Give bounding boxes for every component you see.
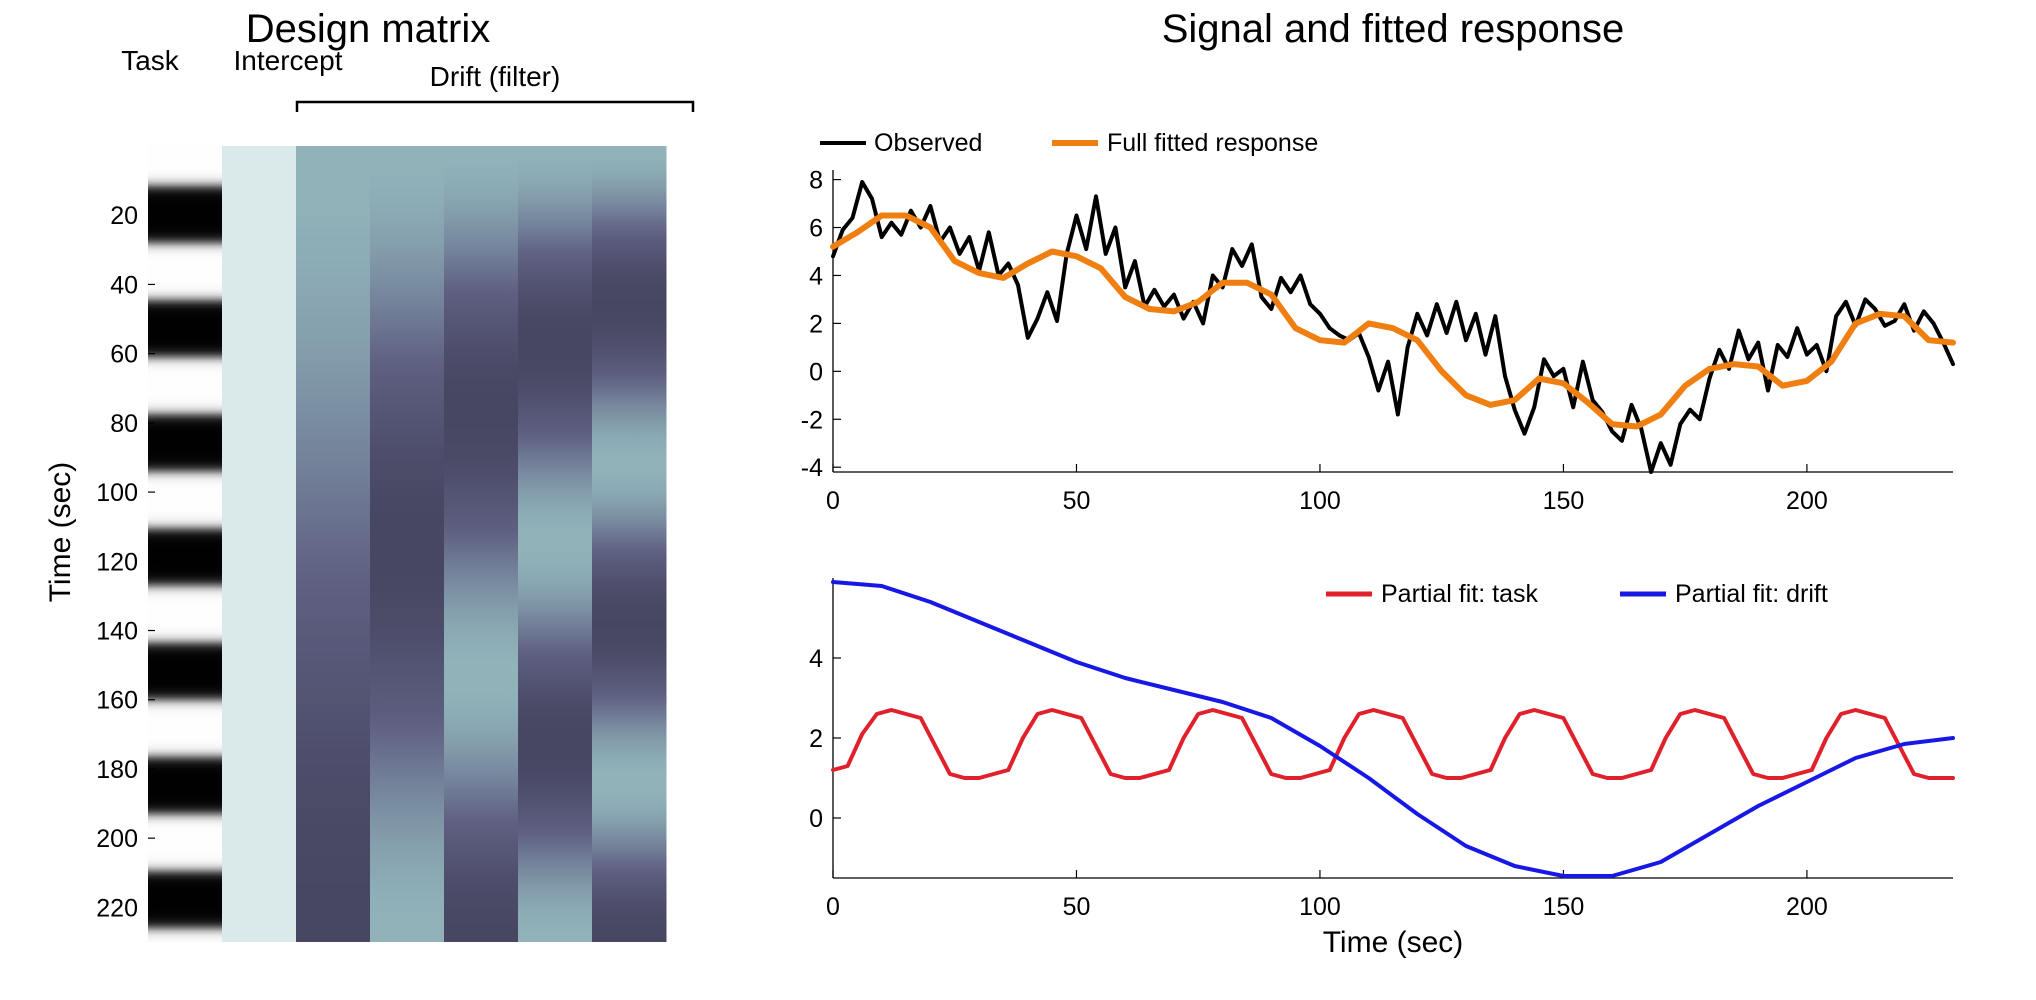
bottom-plot-lines — [831, 580, 1955, 878]
heatmap-y-tick-label: 20 — [110, 202, 138, 230]
heatmap-columns — [148, 146, 667, 942]
drift-bracket — [295, 100, 695, 112]
top-plot-axes: 0 50 100 150 200 -4 -2 0 2 4 6 8 — [801, 167, 1953, 515]
heatmap-column-drift-4 — [518, 146, 593, 942]
bottom-plot-y-tick-label: 2 — [809, 725, 823, 753]
design-matrix-title: Design matrix — [246, 7, 491, 51]
bottom-plot-series-partial-fit-drift — [831, 580, 1955, 878]
top-plot-y-tick-label: 2 — [809, 310, 823, 338]
top-plot-series-full-fitted-response — [830, 212, 1956, 430]
bottom-legend: Partial fit: task Partial fit: drift — [1326, 580, 1828, 608]
bottom-plot-y-tick-label: 0 — [809, 805, 823, 833]
column-label-task: Task — [121, 45, 180, 76]
heatmap-column-drift-5 — [592, 146, 667, 942]
heatmap-y-tick-label: 160 — [96, 687, 138, 715]
bottom-plot-x-tick-label: 200 — [1786, 893, 1828, 921]
heatmap-column-drift-1 — [296, 146, 371, 942]
heatmap-column-drift-2 — [370, 146, 445, 942]
bottom-plot-x-tick-label: 0 — [826, 893, 840, 921]
legend-label-fitted: Full fitted response — [1107, 129, 1318, 157]
heatmap-y-label: Time (sec) — [44, 462, 77, 603]
top-plot-y-tick-label: -2 — [801, 406, 823, 434]
heatmap-column-task — [148, 146, 223, 942]
legend-label-observed: Observed — [874, 129, 982, 157]
bottom-plot-y-tick-label: 4 — [809, 645, 823, 673]
bottom-x-label: Time (sec) — [1323, 926, 1464, 959]
legend-label-drift: Partial fit: drift — [1675, 580, 1828, 608]
top-plot-x-tick-label: 100 — [1299, 487, 1341, 515]
heatmap-column-intercept — [222, 146, 297, 942]
top-plot-x-tick-label: 200 — [1786, 487, 1828, 515]
top-plot-y-tick-label: 0 — [809, 358, 823, 386]
top-plot-y-tick-label: 8 — [809, 167, 823, 195]
bottom-plot-series-partial-fit-task — [831, 708, 1955, 780]
bottom-plot: 0 50 100 150 200 0 2 4 Partial fit: task Partia… — [809, 578, 1955, 959]
design-matrix-panel: Design matrix Task Intercept Drift (filt… — [44, 7, 695, 942]
drift-bracket-label: Drift (filter) — [430, 61, 561, 92]
heatmap-y-tick-label: 40 — [110, 271, 138, 299]
top-plot-x-tick-label: 0 — [826, 487, 840, 515]
heatmap-y-tick-label: 140 — [96, 618, 138, 646]
column-label-intercept: Intercept — [234, 45, 343, 76]
heatmap-y-tick-label: 220 — [96, 894, 138, 922]
bottom-plot-x-tick-label: 100 — [1299, 893, 1341, 921]
top-plot-y-tick-label: -4 — [801, 454, 823, 482]
heatmap-y-tick-label: 100 — [96, 479, 138, 507]
top-plot-y-tick-label: 6 — [809, 215, 823, 243]
heatmap-column-drift-3 — [444, 146, 519, 942]
top-plot-series-observed — [831, 180, 1955, 474]
heatmap-y-ticks: 20 40 60 80 100 120 140 160 180 200 220 — [96, 202, 155, 922]
top-plot-y-tick-label: 4 — [809, 262, 823, 290]
top-plot-lines — [830, 180, 1956, 474]
legend-label-task: Partial fit: task — [1381, 580, 1538, 608]
bottom-plot-x-tick-label: 150 — [1543, 893, 1585, 921]
heatmap-y-tick-label: 120 — [96, 548, 138, 576]
heatmap-y-tick-label: 60 — [110, 341, 138, 369]
heatmap-y-tick-label: 200 — [96, 825, 138, 853]
top-plot-x-tick-label: 150 — [1543, 487, 1585, 515]
bottom-plot-axes: 0 50 100 150 200 0 2 4 — [809, 578, 1953, 921]
heatmap-y-tick-label: 180 — [96, 756, 138, 784]
top-plot-x-tick-label: 50 — [1063, 487, 1091, 515]
signal-panel-title: Signal and fitted response — [1162, 7, 1625, 51]
bottom-plot-x-tick-label: 50 — [1063, 893, 1091, 921]
heatmap-y-tick-label: 80 — [110, 410, 138, 438]
top-legend: Observed Full fitted response — [820, 129, 1318, 157]
top-plot: 0 50 100 150 200 -4 -2 0 2 4 6 8 Observed Full fitt… — [801, 129, 1956, 515]
